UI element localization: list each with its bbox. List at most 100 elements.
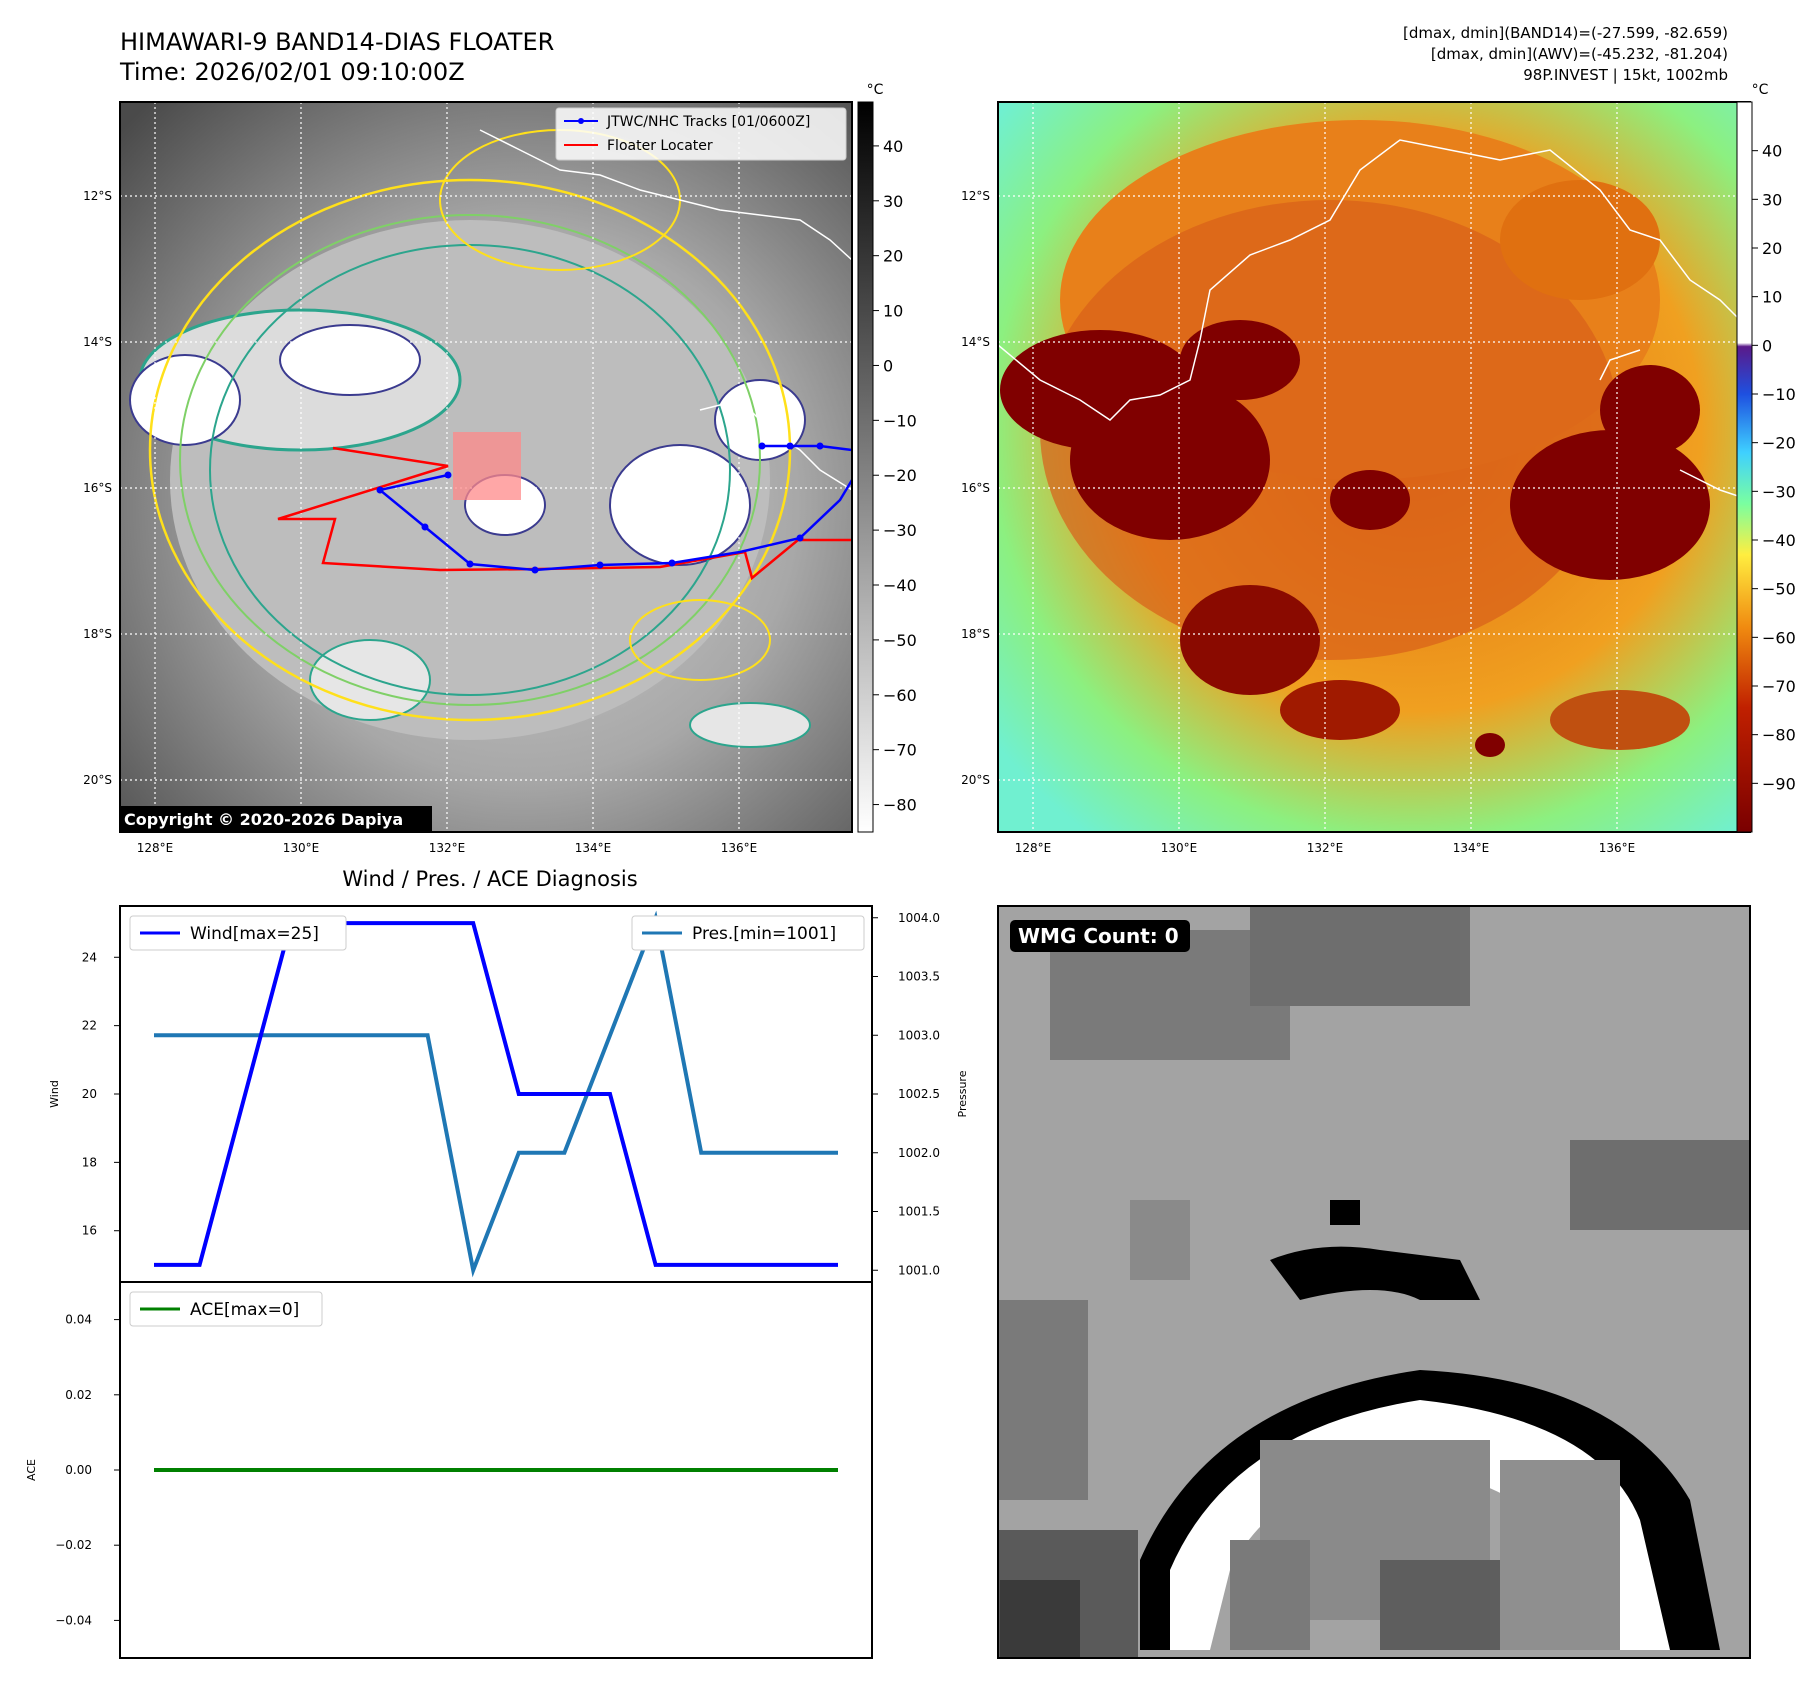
ir-lat-label: 12°S xyxy=(83,189,112,203)
ir-lat-label: 18°S xyxy=(83,627,112,641)
awv-lat-label: 20°S xyxy=(961,773,990,787)
pres-legend-label: Pres.[min=1001] xyxy=(692,924,836,944)
copyright-bg xyxy=(120,806,432,832)
wind-tick-label: 24 xyxy=(82,950,97,964)
ir-colorbar-tick-label: 20 xyxy=(883,247,903,266)
ir-map-panel: Copyright © 2020-2026 Dapiya xyxy=(120,102,852,832)
map-legend: JTWC/NHC Tracks [01/0600Z] Floater Locat… xyxy=(555,107,847,161)
ir-colorbar-tick-label: −60 xyxy=(883,686,917,705)
ir-lat-label: 16°S xyxy=(83,481,112,495)
awv-colorbar-tick-label: −50 xyxy=(1762,580,1796,599)
pressure-tick-label: 1002.0 xyxy=(898,1146,940,1160)
ace-tick-label: −0.04 xyxy=(55,1613,92,1627)
ir-lat-labels: 12°S 14°S 16°S 18°S 20°S xyxy=(83,189,112,787)
info-awv: [dmax, dmin](AWV)=(-45.232, -81.204) xyxy=(1431,45,1728,63)
diag-marks: 24 22 20 18 16 1004.0 1003.5 1003.0 1002.5 1002.0… xyxy=(55,910,940,1627)
ir-colorbar-tick-label: −80 xyxy=(883,796,917,815)
awv-colorbar-ticks: 40 30 20 10 0 −10 −20 −30 −40 −50 −60 −70 −80 −90 xyxy=(1752,142,1796,793)
awv-features xyxy=(1000,120,1710,757)
awv-lon-label: 132°E xyxy=(1307,841,1344,855)
pressure-axis-label: Pressure xyxy=(956,1070,969,1117)
legend-locater-label: Floater Locater xyxy=(607,138,713,154)
locater-track xyxy=(277,446,852,581)
awv-lat-label: 18°S xyxy=(961,627,990,641)
awv-lat-label: 14°S xyxy=(961,335,990,349)
wind-legend: Wind[max=25] xyxy=(129,915,347,951)
figure-title: HIMAWARI-9 BAND14-DIAS FLOATER xyxy=(120,28,554,56)
awv-colorbar-tick-label: 20 xyxy=(1762,239,1782,258)
ir-colorbar-unit: °C xyxy=(867,82,884,98)
jtwc-track-points xyxy=(376,442,824,574)
ir-lon-label: 132°E xyxy=(429,841,466,855)
awv-colorbar-tick-label: 30 xyxy=(1762,190,1782,209)
ir-colorbar-tick-label: −50 xyxy=(883,631,917,650)
ir-colorbar-tick-label: 40 xyxy=(883,137,903,156)
wind-tick-label: 22 xyxy=(82,1019,97,1033)
pressure-tick-label: 1001.5 xyxy=(898,1205,940,1219)
ir-lon-label: 130°E xyxy=(283,841,320,855)
ir-colorbar-tick-label: −40 xyxy=(883,576,917,595)
ace-tick-label: −0.02 xyxy=(55,1538,92,1552)
awv-lon-label: 130°E xyxy=(1161,841,1198,855)
awv-colorbar-tick-label: −60 xyxy=(1762,628,1796,647)
ir-colorbar xyxy=(857,101,874,833)
awv-gridlines xyxy=(998,102,1750,832)
awv-colorbar xyxy=(1736,101,1753,833)
wmg-count-text: WMG Count: 0 xyxy=(1018,924,1179,948)
awv-colorbar-tick-label: −40 xyxy=(1762,531,1796,550)
ace-legend: ACE[max=0] xyxy=(129,1291,323,1327)
awv-colorbar-tick-label: 40 xyxy=(1762,142,1782,161)
wind-pres-axes xyxy=(119,905,873,1283)
floater-box xyxy=(453,432,521,500)
ir-lon-label: 134°E xyxy=(575,841,612,855)
ir-lat-label: 20°S xyxy=(83,773,112,787)
awv-colorbar-tick-label: 0 xyxy=(1762,336,1772,355)
ir-colorbar-tick-label: −70 xyxy=(883,741,917,760)
ir-lon-labels: 128°E 130°E 132°E 134°E 136°E xyxy=(137,841,758,855)
awv-lon-label: 128°E xyxy=(1015,841,1052,855)
ir-lat-label: 14°S xyxy=(83,335,112,349)
wmg-count-badge xyxy=(1010,920,1190,952)
ace-tick-label: 0.04 xyxy=(65,1313,92,1327)
pressure-tick-label: 1003.0 xyxy=(898,1028,940,1042)
awv-colorbar-tick-label: −70 xyxy=(1762,677,1796,696)
ace-tick-label: 0.02 xyxy=(65,1388,92,1402)
info-storm: 98P.INVEST | 15kt, 1002mb xyxy=(1523,66,1728,84)
info-band14: [dmax, dmin](BAND14)=(-27.599, -82.659) xyxy=(1403,24,1728,42)
ir-coastline xyxy=(479,129,852,491)
awv-lon-labels: 128°E 130°E 132°E 134°E 136°E xyxy=(1015,841,1636,855)
awv-colorbar-tick-label: −90 xyxy=(1762,774,1796,793)
legend-tracks-label: JTWC/NHC Tracks [01/0600Z] xyxy=(606,114,810,130)
awv-lon-label: 136°E xyxy=(1599,841,1636,855)
awv-colorbar-unit: °C xyxy=(1752,82,1769,98)
ir-colorbar-tick-label: 30 xyxy=(883,192,903,211)
awv-lon-label: 134°E xyxy=(1453,841,1490,855)
awv-lat-label: 12°S xyxy=(961,189,990,203)
ace-axis-label: ACE xyxy=(25,1459,38,1481)
ir-colorbar-tick-label: −10 xyxy=(883,411,917,430)
pres-legend: Pres.[min=1001] xyxy=(631,915,865,951)
pressure-tick-label: 1003.5 xyxy=(898,970,940,984)
awv-colorbar-tick-label: −20 xyxy=(1762,434,1796,453)
ir-lon-label: 136°E xyxy=(721,841,758,855)
ir-map-frame xyxy=(119,101,853,833)
awv-colorbar-tick-label: −30 xyxy=(1762,482,1796,501)
wind-tick-label: 16 xyxy=(82,1224,97,1238)
ir-colorbar-tick-label: −30 xyxy=(883,521,917,540)
pressure-tick-label: 1002.5 xyxy=(898,1087,940,1101)
ir-colorbar-tick-label: 10 xyxy=(883,302,903,321)
awv-lat-label: 16°S xyxy=(961,481,990,495)
ace-tick-label: 0.00 xyxy=(65,1463,92,1477)
ir-colorbar-tick-label: −20 xyxy=(883,466,917,485)
diag-title: Wind / Pres. / ACE Diagnosis xyxy=(342,867,637,891)
ir-lon-label: 128°E xyxy=(137,841,174,855)
awv-colorbar-tick-label: 10 xyxy=(1762,288,1782,307)
ir-colorbar-tick-label: 0 xyxy=(883,356,893,375)
wind-tick-label: 18 xyxy=(82,1155,97,1169)
wind-axis-label: Wind xyxy=(48,1080,61,1108)
figure-time: Time: 2026/02/01 09:10:00Z xyxy=(119,58,465,86)
wind-legend-label: Wind[max=25] xyxy=(190,924,319,944)
pressure-tick-label: 1004.0 xyxy=(898,911,940,925)
copyright-text: Copyright © 2020-2026 Dapiya xyxy=(124,810,403,829)
